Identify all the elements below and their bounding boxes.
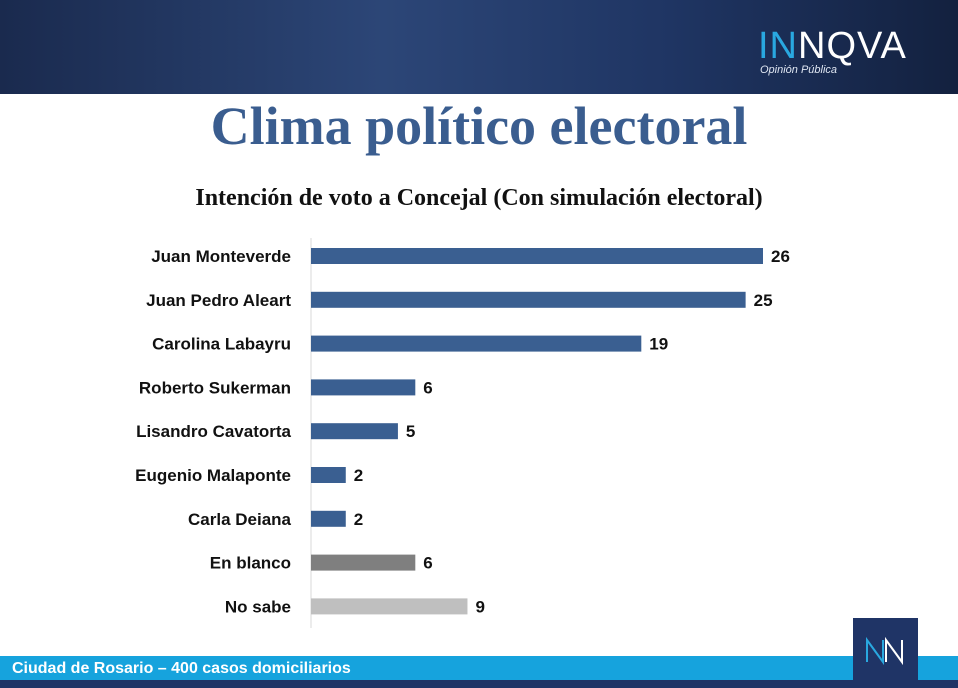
logo-wordmark: INNQVA [758, 26, 907, 66]
category-label: Carla Deiana [188, 510, 292, 529]
bar-value-label: 2 [354, 466, 363, 485]
category-label: No sabe [225, 597, 291, 616]
bar [311, 379, 416, 396]
bar-value-label: 2 [354, 510, 363, 529]
category-label: Lisandro Cavatorta [136, 422, 291, 441]
footer-band [0, 656, 958, 680]
page-title: Clima político electoral [210, 96, 748, 156]
bar [311, 467, 346, 483]
bar [311, 510, 346, 527]
bar-value-label: 5 [406, 422, 415, 441]
header-band: INNQVA Opinión Pública [0, 0, 958, 94]
category-label: Roberto Sukerman [139, 378, 291, 397]
category-label: Juan Monteverde [151, 247, 291, 266]
footer-band-dark [0, 680, 958, 688]
bar-value-label: 9 [475, 597, 484, 616]
bar [311, 335, 642, 352]
innova-logo: INNQVA Opinión Pública [758, 26, 928, 78]
nn-logo-mark [866, 636, 903, 666]
logo-tagline: Opinión Pública [760, 64, 838, 76]
bar [311, 598, 468, 615]
bar [311, 248, 763, 264]
bar-value-label: 6 [423, 378, 432, 397]
chart-subtitle: Intención de voto a Concejal (Con simula… [195, 185, 763, 211]
bar-value-label: 6 [423, 554, 432, 573]
logo-rest: NQVA [798, 25, 907, 67]
category-label: Juan Pedro Aleart [146, 291, 291, 310]
bar [311, 423, 398, 440]
bar-value-label: 26 [771, 247, 790, 266]
bar [311, 291, 746, 308]
bar-value-label: 25 [754, 291, 773, 310]
category-label: En blanco [210, 554, 291, 573]
bar-value-label: 19 [649, 335, 668, 354]
logo-prefix: IN [758, 25, 798, 67]
footer-caption: Ciudad de Rosario – 400 casos domiciliar… [12, 660, 351, 677]
nn-logo-icon [853, 618, 918, 680]
category-label: Eugenio Malaponte [135, 466, 291, 485]
bar [311, 554, 416, 571]
category-label: Carolina Labayru [152, 335, 291, 354]
